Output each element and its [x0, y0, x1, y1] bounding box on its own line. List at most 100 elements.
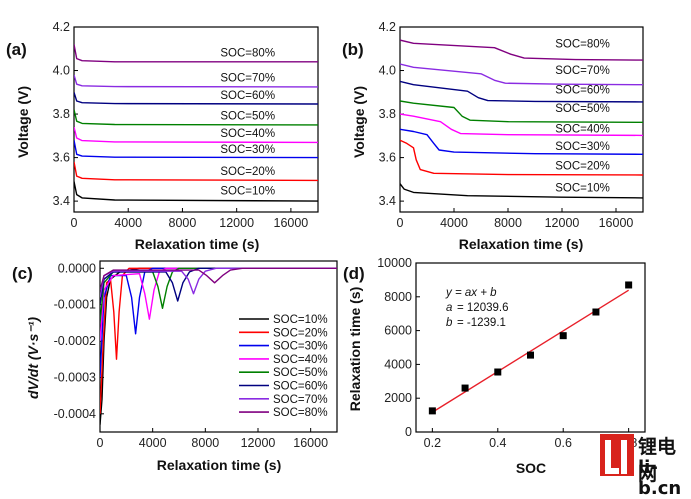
series-line-50-soc — [400, 100, 643, 123]
soc-series-label: SOC=10% — [220, 186, 275, 198]
series-line-60-soc — [74, 92, 318, 105]
y-tick-label: 4.2 — [53, 20, 70, 34]
x-tick-label: 0 — [71, 216, 78, 230]
fit-a-value: = 12039.6 — [457, 302, 508, 314]
soc-series-label: SOC=20% — [220, 166, 275, 178]
x-tick-label: 16000 — [274, 216, 309, 230]
logo-text-domain: li-b.cn — [638, 457, 682, 499]
y-tick-label: 4000 — [384, 357, 412, 371]
x-tick-label: 0 — [397, 216, 404, 230]
soc-series-label: SOC=60% — [555, 84, 610, 96]
series-line-50-soc — [74, 109, 318, 126]
panel-c-legend: SOC=10%SOC=20% SOC=30%SOC=40%SOC=50% SOC=6… — [239, 314, 328, 419]
panel-c-xlabel: Relaxation time (s) — [157, 457, 281, 473]
soc-series-label: SOC=50% — [555, 103, 610, 115]
series-line-70-soc — [74, 74, 318, 88]
x-tick-label: 4000 — [440, 216, 468, 230]
legend-entry: SOC=60% — [273, 381, 328, 393]
y-tick-label: 3.8 — [379, 107, 396, 121]
soc-series-label: SOC=40% — [555, 124, 610, 136]
x-tick-label: 0.2 — [424, 436, 441, 450]
panel-a-xlabel: Relaxation time (s) — [135, 236, 259, 252]
soc-series-label: SOC=20% — [555, 161, 610, 173]
logo-text-cn: 锂电网 — [638, 436, 677, 485]
soc-series-label: SOC=40% — [220, 128, 275, 140]
x-tick-label: 12000 — [219, 216, 254, 230]
data-point — [625, 281, 633, 289]
legend-entry: SOC=80% — [273, 407, 328, 419]
y-tick-label: 3.6 — [53, 151, 70, 165]
series-line-30-soc — [74, 140, 318, 159]
x-tick-label: 4000 — [139, 436, 167, 450]
panel-d-xlabel: SOC — [516, 460, 546, 476]
fit-b-label: b — [446, 317, 453, 329]
x-tick-label: 12000 — [241, 436, 276, 450]
panel-a-label: (a) — [6, 40, 27, 59]
series-line-40-soc — [74, 126, 318, 144]
series-line-20-soc — [400, 139, 643, 176]
li-b-logo: 锂电网 li-b.cn — [600, 432, 686, 499]
fit-annotation: y = ax + b a = 12039.6 b = -1239.1 — [445, 287, 508, 329]
series-line-70-soc — [100, 267, 337, 298]
panel-c-label: (c) — [12, 264, 33, 283]
soc-series-label: SOC=30% — [555, 141, 610, 153]
soc-series-label: SOC=70% — [555, 65, 610, 77]
x-tick-label: 8000 — [169, 216, 197, 230]
soc-series-label: SOC=80% — [555, 39, 610, 51]
legend-entry: SOC=10% — [273, 314, 328, 326]
legend-entry: SOC=30% — [273, 341, 328, 353]
panel-b-voltage-relaxation: (b) Voltage (V) Relaxation time (s) 0 400… — [342, 20, 644, 252]
plot-frame — [415, 262, 646, 433]
y-tick-label: 6000 — [384, 324, 412, 338]
y-tick-label: -0.0003 — [54, 370, 96, 384]
panel-b-xlabel: Relaxation time (s) — [459, 236, 583, 252]
fit-a-label: a — [446, 302, 452, 314]
series-line-10-soc — [400, 183, 643, 199]
logo-mark-icon — [600, 434, 634, 476]
y-tick-label: 0 — [405, 425, 412, 439]
plot-frame — [399, 26, 644, 213]
data-point — [428, 407, 436, 415]
y-tick-label: 3.4 — [53, 194, 70, 208]
panel-b-label: (b) — [342, 40, 364, 59]
panel-d-relaxation-vs-soc: (d) Relaxation time (s) SOC 0.20.40.60.8… — [343, 256, 646, 476]
series-line-80-soc — [74, 44, 318, 63]
data-point — [559, 332, 567, 340]
soc-series-label: SOC=70% — [220, 72, 275, 84]
y-tick-label: 4.2 — [379, 20, 396, 34]
data-point — [494, 368, 502, 376]
y-tick-label: -0.0001 — [54, 298, 96, 312]
x-tick-label: 8000 — [494, 216, 522, 230]
legend-entry: SOC=50% — [273, 367, 328, 379]
soc-series-label: SOC=30% — [220, 144, 275, 156]
legend-entry: SOC=20% — [273, 327, 328, 339]
y-tick-label: 0.0000 — [58, 261, 96, 275]
x-tick-label: 12000 — [545, 216, 580, 230]
fit-equation: y = ax + b — [445, 287, 497, 299]
fit-b-value: = -1239.1 — [457, 317, 506, 329]
x-tick-label: 4000 — [114, 216, 142, 230]
series-line-80-soc — [100, 267, 337, 291]
x-tick-label: 16000 — [599, 216, 634, 230]
series-line-40-soc — [400, 113, 643, 137]
series-line-10-soc — [74, 181, 318, 202]
soc-series-label: SOC=10% — [555, 182, 610, 194]
plot-frame — [73, 26, 319, 213]
y-tick-label: 3.4 — [379, 194, 396, 208]
x-tick-label: 16000 — [293, 436, 328, 450]
series-line-80-soc — [400, 39, 643, 61]
y-tick-label: 8000 — [384, 290, 412, 304]
series-line-20-soc — [74, 161, 318, 182]
y-tick-label: 2000 — [384, 391, 412, 405]
legend-entry: SOC=70% — [273, 394, 328, 406]
data-point — [592, 308, 600, 316]
y-tick-label: 3.8 — [53, 107, 70, 121]
data-point — [527, 351, 534, 359]
panel-c-ylabel: dV/dt (V·s⁻¹) — [25, 317, 41, 399]
panel-c-dvdt: (c) dV/dt (V·s⁻¹) Relaxation time (s) 0 4… — [12, 260, 338, 473]
series-line-70-soc — [400, 63, 643, 86]
series-line-30-soc — [400, 128, 643, 155]
y-tick-label: -0.0002 — [54, 334, 96, 348]
panel-a-voltage-relaxation: (a) Voltage (V) Relaxation time (s) 0 400… — [6, 20, 319, 252]
